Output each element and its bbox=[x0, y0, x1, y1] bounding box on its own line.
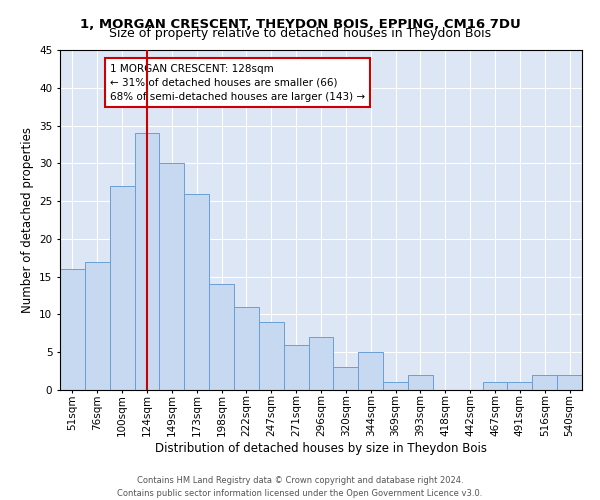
Bar bbox=[60, 269, 85, 390]
X-axis label: Distribution of detached houses by size in Theydon Bois: Distribution of detached houses by size … bbox=[155, 442, 487, 455]
Y-axis label: Number of detached properties: Number of detached properties bbox=[20, 127, 34, 313]
Bar bbox=[85, 262, 110, 390]
Bar bbox=[508, 382, 532, 390]
Bar bbox=[334, 368, 358, 390]
Text: 1, MORGAN CRESCENT, THEYDON BOIS, EPPING, CM16 7DU: 1, MORGAN CRESCENT, THEYDON BOIS, EPPING… bbox=[80, 18, 520, 30]
Bar bbox=[482, 382, 508, 390]
Bar bbox=[308, 337, 334, 390]
Bar bbox=[110, 186, 134, 390]
Text: Contains HM Land Registry data © Crown copyright and database right 2024.
Contai: Contains HM Land Registry data © Crown c… bbox=[118, 476, 482, 498]
Bar bbox=[557, 375, 582, 390]
Text: Size of property relative to detached houses in Theydon Bois: Size of property relative to detached ho… bbox=[109, 28, 491, 40]
Bar bbox=[134, 133, 160, 390]
Bar bbox=[532, 375, 557, 390]
Bar bbox=[209, 284, 234, 390]
Bar bbox=[234, 307, 259, 390]
Bar bbox=[284, 344, 308, 390]
Text: 1 MORGAN CRESCENT: 128sqm
← 31% of detached houses are smaller (66)
68% of semi-: 1 MORGAN CRESCENT: 128sqm ← 31% of detac… bbox=[110, 64, 365, 102]
Bar bbox=[383, 382, 408, 390]
Bar bbox=[358, 352, 383, 390]
Bar bbox=[259, 322, 284, 390]
Bar bbox=[160, 164, 184, 390]
Bar bbox=[184, 194, 209, 390]
Bar bbox=[408, 375, 433, 390]
